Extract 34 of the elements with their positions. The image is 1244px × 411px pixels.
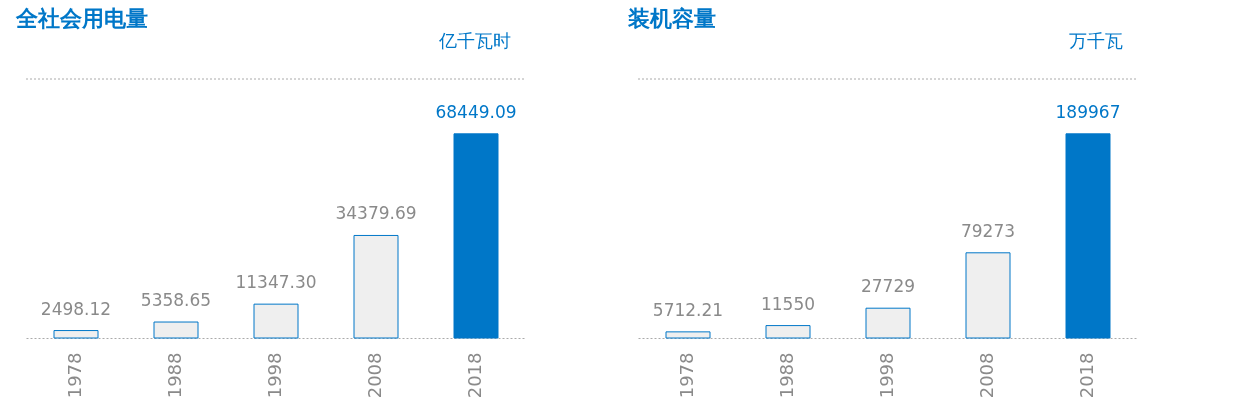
chart-title: 全社会用电量	[14, 6, 148, 31]
bar	[665, 331, 711, 339]
data-label: 5712.21	[652, 299, 724, 320]
bar	[253, 303, 299, 339]
x-tick-label: 2008	[364, 352, 385, 399]
bar	[153, 321, 199, 339]
data-label: 79273	[960, 220, 1016, 241]
bar	[765, 325, 811, 339]
bar	[353, 234, 399, 339]
y-axis-title: 亿千瓦时	[438, 30, 511, 51]
data-label: 189967	[1055, 101, 1121, 122]
data-label: 34379.69	[335, 203, 417, 224]
x-tick-label: 2018	[1076, 352, 1097, 399]
x-tick-label: 1988	[776, 352, 797, 399]
data-label: 11550	[760, 293, 816, 314]
x-tick-label: 1998	[876, 352, 897, 399]
x-tick-label: 2008	[976, 352, 997, 399]
data-label: 27729	[860, 276, 916, 297]
bar	[453, 133, 499, 339]
y-axis-title: 万千瓦	[1069, 30, 1123, 51]
data-label: 5358.65	[140, 290, 212, 311]
chart-title: 装机容量	[626, 6, 716, 31]
x-tick-label: 2018	[464, 352, 485, 399]
bar	[965, 252, 1011, 339]
x-tick-label: 1998	[264, 352, 285, 399]
bar	[1065, 133, 1111, 339]
data-label: 68449.09	[435, 101, 517, 122]
x-tick-label: 1978	[676, 352, 697, 399]
x-tick-label: 1988	[164, 352, 185, 399]
bar	[53, 330, 99, 339]
data-label: 11347.30	[235, 272, 317, 293]
bar	[865, 307, 911, 339]
data-label: 2498.12	[40, 298, 112, 319]
x-tick-label: 1978	[64, 352, 85, 399]
